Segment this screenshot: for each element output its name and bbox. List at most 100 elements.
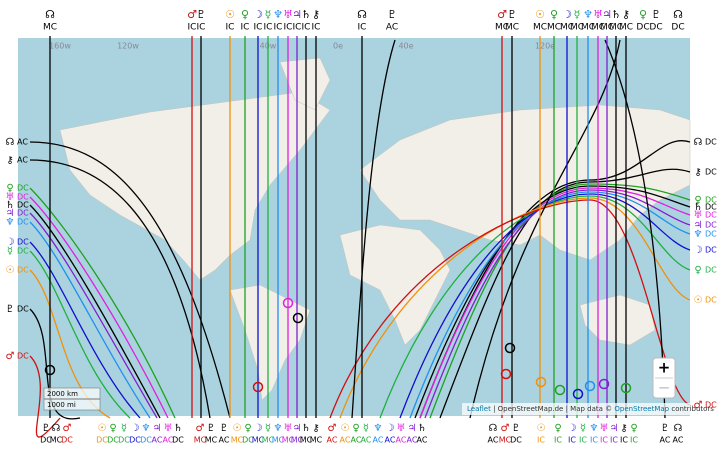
line-type: AC	[407, 436, 418, 445]
planet-symbol: ☿	[363, 423, 369, 434]
planet-curve	[414, 185, 691, 419]
longitude-label: 0e	[333, 42, 343, 51]
planet-symbol: ⚷	[312, 8, 320, 21]
planet-symbol: ☉	[537, 423, 546, 434]
zoom-out[interactable]: −	[658, 379, 671, 397]
planet-symbol: ♃	[293, 423, 302, 434]
line-type: DC	[17, 305, 29, 314]
planet-symbol: ♃	[292, 8, 302, 21]
planet-curve	[469, 39, 621, 419]
line-type: MC	[609, 23, 623, 33]
line-type: MC	[262, 436, 275, 445]
line-type: IC	[241, 23, 250, 33]
line-type: DC	[17, 218, 29, 227]
planet-symbol: ♀	[352, 423, 359, 434]
planet-symbol: ☊	[357, 8, 367, 21]
planet-symbol: ♃	[610, 423, 619, 434]
line-type: IC	[254, 23, 263, 33]
planet-symbol: ☊	[45, 8, 55, 21]
line-type: IC	[568, 436, 576, 445]
attribution-box	[462, 403, 690, 415]
planet-symbol: ♅	[397, 423, 406, 434]
line-type: DC	[705, 196, 717, 205]
planet-symbol: ♄	[174, 423, 183, 434]
planet-marker	[504, 342, 516, 354]
planet-symbol: ♆	[590, 423, 599, 434]
planet-symbol: ⚷	[622, 8, 630, 21]
planet-symbol: ☿	[574, 8, 581, 21]
line-type: DC	[40, 436, 52, 445]
planet-symbol: ♀	[244, 423, 251, 434]
line-type: MC	[619, 23, 633, 33]
line-type: DC	[140, 436, 152, 445]
longitude-label: 40e	[398, 42, 413, 51]
line-type: MC	[231, 436, 244, 445]
planet-symbol: ♇	[196, 8, 206, 21]
planet-symbol: ♄	[418, 423, 427, 434]
planet-symbol: ♅	[593, 8, 603, 21]
planet-symbol: ♃	[694, 220, 703, 231]
planet-symbol: ♂	[187, 8, 197, 21]
planet-symbol: ☽	[6, 237, 15, 248]
line-type: MC	[43, 23, 57, 33]
line-type: AC	[351, 436, 362, 445]
line-type: MC	[194, 436, 207, 445]
line-type: AC	[17, 156, 28, 165]
line-type: AC	[660, 436, 671, 445]
line-type: MC	[291, 436, 304, 445]
planet-symbol: ☽	[562, 8, 572, 21]
attribution-text: | OpenStreetMap.de | Map data ©	[491, 405, 615, 413]
leaflet-link[interactable]: Leaflet	[467, 405, 491, 413]
planet-symbol: ♃	[408, 423, 417, 434]
line-type: DC	[705, 230, 717, 239]
planet-symbol: ♅	[284, 423, 293, 434]
line-type: MC	[499, 436, 512, 445]
zoom-control: + −	[652, 357, 676, 399]
longitude-label: 120e	[535, 42, 555, 51]
planet-curve	[29, 141, 231, 419]
line-type: MC	[50, 436, 63, 445]
line-type: MC	[310, 436, 323, 445]
zoom-in[interactable]: +	[658, 359, 671, 377]
line-type: DC	[129, 436, 141, 445]
planet-symbol: ♀	[6, 183, 13, 194]
planet-symbol: ♆	[374, 423, 383, 434]
line-type: AC	[152, 436, 163, 445]
line-type: MC	[495, 23, 509, 33]
line-type: DC	[61, 436, 73, 445]
planet-symbol: ♅	[6, 192, 15, 203]
line-type: IC	[197, 23, 206, 33]
planet-symbol: ☿	[265, 423, 271, 434]
scale-bar: 2000 km 1000 mi	[43, 387, 101, 411]
planet-symbol: ♅	[600, 423, 609, 434]
planet-symbol: ♇	[661, 423, 670, 434]
planet-curve	[419, 187, 691, 419]
planet-symbol: ♄	[611, 8, 621, 21]
planet-symbol: ♃	[6, 208, 15, 219]
planet-symbol: ♄	[6, 200, 15, 211]
line-type: IC	[620, 436, 628, 445]
longitude-label: 120w	[117, 42, 139, 51]
planet-symbol: ♀	[109, 423, 116, 434]
line-type: DC	[17, 247, 29, 256]
line-type: AC	[386, 23, 398, 33]
planet-symbol: ☿	[121, 423, 127, 434]
planet-curve	[29, 212, 158, 419]
line-type: DC	[118, 436, 130, 445]
line-type: AC	[219, 436, 230, 445]
osm-link[interactable]: OpenStreetMap	[614, 405, 669, 413]
planet-curve	[29, 187, 176, 419]
planet-marker	[598, 378, 610, 390]
planet-marker	[252, 381, 264, 393]
planet-marker	[292, 312, 304, 324]
planet-symbol: ♆	[142, 423, 151, 434]
line-type: DC	[172, 436, 184, 445]
planet-symbol: ♀	[241, 8, 249, 21]
planet-symbol: ♄	[694, 202, 703, 213]
planet-symbol: ☽	[568, 423, 577, 434]
planet-curve	[604, 39, 666, 419]
planet-symbol: ☽	[131, 423, 140, 434]
line-type: MC	[282, 436, 295, 445]
planet-curve	[29, 204, 161, 419]
